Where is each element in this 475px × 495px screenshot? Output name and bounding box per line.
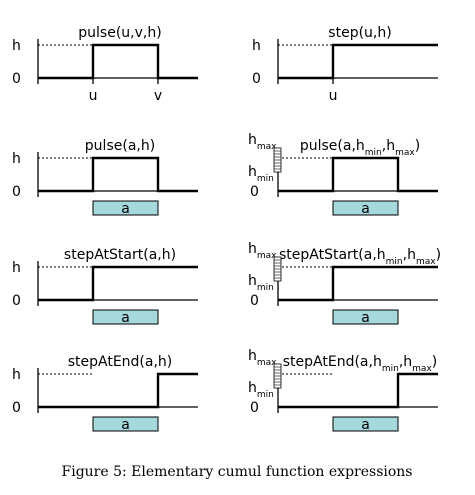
signal-line: [38, 265, 198, 302]
signal-line: [278, 43, 438, 80]
activity-bar-label: a: [361, 201, 370, 217]
panels-group: pulse(u,v,h) h 0 u v step(u,h) h 0 u pulse(a,h) h 0…: [12, 25, 441, 433]
zero-label: 0: [250, 293, 259, 309]
activity-bar-label: a: [121, 310, 130, 326]
zero-label: 0: [250, 184, 259, 200]
hmax-label: hmax: [248, 132, 277, 152]
panel-pulse: pulse(a,h) h 0 a: [12, 138, 198, 217]
zero-label: 0: [12, 184, 21, 200]
panel-title: pulse(a,hmin,hmax): [300, 138, 420, 158]
signal-line: [278, 265, 438, 302]
h-label: h: [12, 38, 21, 54]
activity-bar-label: a: [121, 417, 130, 433]
signal-line: [278, 372, 438, 409]
hmin-label: hmin: [248, 380, 274, 400]
panel-pulse: pulse(u,v,h) h 0 u v: [12, 25, 198, 104]
panel-title: stepAtStart(a,hmin,hmax): [279, 247, 441, 267]
activity-bar: [92, 200, 159, 216]
signal-line: [38, 43, 198, 80]
zero-label: 0: [250, 400, 259, 416]
figure-caption: Figure 5: Elementary cumul function expr…: [62, 464, 413, 480]
panel-title: stepAtEnd(a,hmin,hmax): [283, 354, 437, 374]
hmax-label: hmax: [248, 241, 277, 261]
signal-line: [38, 372, 198, 409]
panel-title: pulse(u,v,h): [78, 25, 161, 41]
h-label: h: [12, 151, 21, 167]
x-marker-label: u: [329, 88, 338, 104]
zero-label: 0: [12, 293, 21, 309]
activity-bar: [92, 309, 159, 325]
h-label: h: [252, 38, 261, 54]
panel-stepEnd: stepAtEnd(a,h) h 0 a: [12, 354, 198, 433]
hmin-label: hmin: [248, 164, 274, 184]
signal-line: [278, 156, 438, 193]
activity-bar-label: a: [121, 201, 130, 217]
panel-title: stepAtStart(a,h): [64, 247, 176, 263]
activity-bar-label: a: [361, 310, 370, 326]
hmin-label: hmin: [248, 273, 274, 293]
panel-title: stepAtEnd(a,h): [68, 354, 173, 370]
activity-bar: [332, 416, 399, 432]
zero-label: 0: [12, 71, 21, 87]
signal-line: [38, 156, 198, 193]
activity-bar-label: a: [361, 417, 370, 433]
h-label: h: [12, 367, 21, 383]
h-label: h: [12, 260, 21, 276]
x-marker-label: v: [154, 88, 162, 104]
zero-label: 0: [252, 71, 261, 87]
panel-step: step(u,h) h 0 u: [252, 25, 438, 104]
activity-bar: [332, 200, 399, 216]
zero-label: 0: [12, 400, 21, 416]
x-marker-label: u: [89, 88, 98, 104]
panel-stepStart: stepAtStart(a,h) h 0 a: [12, 247, 198, 326]
hmax-label: hmax: [248, 348, 277, 368]
panel-title: step(u,h): [328, 25, 391, 41]
panel-title: pulse(a,h): [85, 138, 155, 154]
activity-bar: [332, 309, 399, 325]
activity-bar: [92, 416, 159, 432]
